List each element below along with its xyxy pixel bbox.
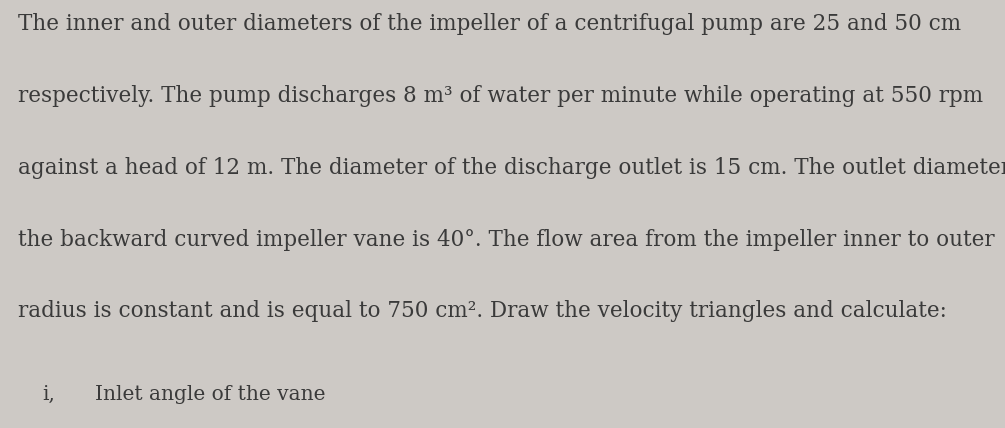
Text: respectively. The pump discharges 8 m³ of water per minute while operating at 55: respectively. The pump discharges 8 m³ o… xyxy=(18,85,983,107)
Text: against a head of 12 m. The diameter of the discharge outlet is 15 cm. The outle: against a head of 12 m. The diameter of … xyxy=(18,157,1005,178)
Text: i,: i, xyxy=(42,385,55,404)
Text: The inner and outer diameters of the impeller of a centrifugal pump are 25 and 5: The inner and outer diameters of the imp… xyxy=(18,13,961,35)
Text: the backward curved impeller vane is 40°. The flow area from the impeller inner : the backward curved impeller vane is 40°… xyxy=(18,229,995,250)
Text: Inlet angle of the vane: Inlet angle of the vane xyxy=(95,385,326,404)
Text: radius is constant and is equal to 750 cm². Draw the velocity triangles and calc: radius is constant and is equal to 750 c… xyxy=(18,300,947,322)
